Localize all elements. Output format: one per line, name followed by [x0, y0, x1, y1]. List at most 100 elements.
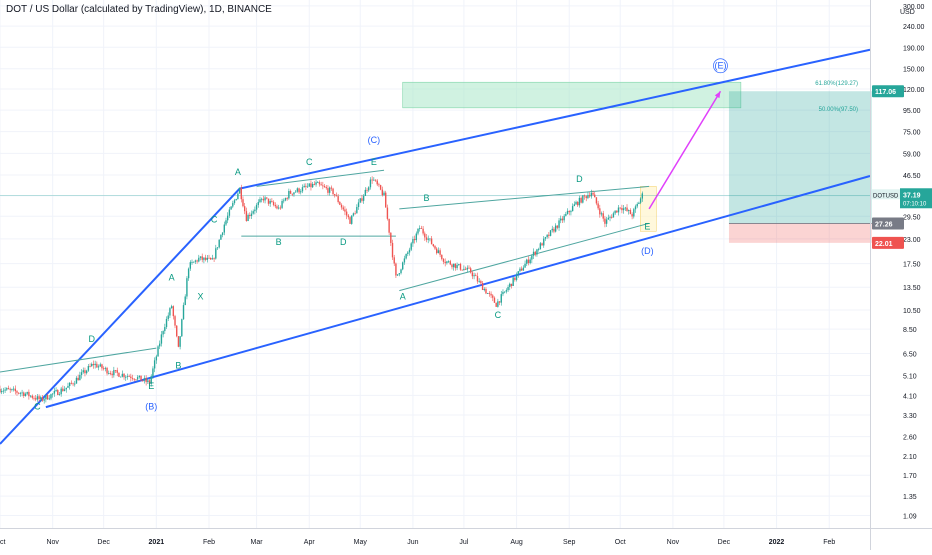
candle-body: [580, 197, 582, 203]
candle-body: [385, 192, 387, 208]
candle-body: [2, 390, 5, 392]
y-tick-label: 23.00: [903, 237, 921, 244]
y-tick-label: 59.00: [903, 151, 921, 158]
candle-body: [486, 293, 489, 294]
last-price-tag-bg: [900, 188, 932, 209]
candle-body: [400, 269, 402, 274]
candle-body: [109, 373, 112, 374]
candle-body: [17, 392, 20, 394]
candle-body: [293, 192, 295, 195]
candle-body: [522, 267, 525, 271]
candle-body: [104, 367, 107, 369]
candle-body: [46, 395, 49, 400]
candle-body: [130, 376, 132, 378]
candle-body: [444, 261, 446, 264]
candle-body: [63, 389, 66, 391]
candle-body: [605, 219, 608, 224]
candle-body: [102, 368, 105, 370]
candle-body: [590, 192, 593, 197]
wave-label: A: [400, 291, 406, 301]
candle-body: [252, 211, 254, 214]
y-tick-label: 8.50: [903, 327, 917, 334]
candle-body: [628, 210, 630, 211]
candle-body: [123, 373, 125, 378]
candle-body: [72, 383, 74, 385]
candle-body: [340, 204, 343, 208]
candle-body: [305, 185, 307, 187]
candle-body: [84, 370, 86, 374]
candle-body: [413, 239, 416, 241]
candle-body: [588, 195, 591, 197]
candle-body: [203, 257, 205, 260]
candle-body: [345, 211, 348, 216]
candle-body: [87, 366, 90, 371]
candle-body: [150, 376, 152, 384]
candle-body: [517, 271, 519, 275]
candle-body: [108, 373, 110, 374]
channel-upper-line: [239, 48, 871, 190]
y-tick-label: 29.50: [903, 214, 921, 221]
x-tick-label: Sep: [563, 539, 576, 546]
candle-body: [351, 215, 353, 224]
candle-body: [162, 331, 164, 335]
candle-body: [211, 258, 214, 260]
candle-body: [327, 188, 329, 193]
candle-body: [210, 257, 212, 260]
candle-body: [223, 224, 225, 233]
candle-body: [549, 230, 552, 236]
candle-body: [563, 215, 565, 221]
candle-body: [89, 366, 91, 367]
price-tag: 117.06: [875, 89, 896, 96]
candle-body: [41, 397, 44, 401]
candle-body: [332, 188, 334, 195]
candle-body: [558, 220, 560, 228]
candle-body: [221, 232, 224, 235]
candle-body: [323, 186, 326, 188]
candle-body: [464, 268, 467, 270]
candle-body: [215, 248, 217, 259]
candle-body: [602, 213, 604, 219]
candle-body: [583, 195, 586, 197]
candle-body: [492, 295, 494, 298]
y-tick-label: 95.00: [903, 108, 921, 115]
x-tick-label: Oct: [615, 539, 626, 546]
candle-body: [526, 259, 528, 264]
candle-body: [459, 264, 462, 270]
candle-body: [344, 209, 346, 212]
candle-body: [529, 259, 531, 264]
candle-body: [31, 395, 33, 398]
candle-body: [145, 378, 147, 382]
candle-body: [184, 296, 186, 306]
candle-body: [509, 283, 511, 288]
candle-body: [420, 228, 423, 229]
candle-body: [286, 198, 288, 199]
candle-body: [16, 391, 18, 393]
candle-body: [466, 267, 468, 270]
candle-body: [289, 190, 292, 194]
candle-body: [167, 315, 169, 319]
candle-body: [463, 268, 465, 271]
candle-body: [300, 191, 302, 193]
wave-labels: C D E (B) A B X C A B C D (C) E B A C D E (D) (E): [34, 58, 728, 412]
candle-body: [91, 363, 93, 367]
candle-body: [237, 193, 239, 200]
candle-body: [422, 228, 424, 234]
candle-body: [611, 216, 613, 218]
candle-body: [447, 261, 450, 263]
candle-body: [191, 261, 193, 263]
candle-body: [325, 187, 327, 189]
candles: [0, 176, 644, 404]
candle-body: [342, 207, 344, 210]
candle-body: [408, 249, 411, 253]
candle-body: [386, 207, 389, 219]
candle-body: [546, 234, 548, 238]
candle-body: [279, 207, 282, 209]
x-tick-label: Dec: [718, 539, 731, 546]
candle-body: [391, 242, 394, 258]
candle-body: [228, 209, 231, 216]
x-tick-label: Jul: [459, 539, 468, 546]
candle-body: [607, 217, 610, 220]
